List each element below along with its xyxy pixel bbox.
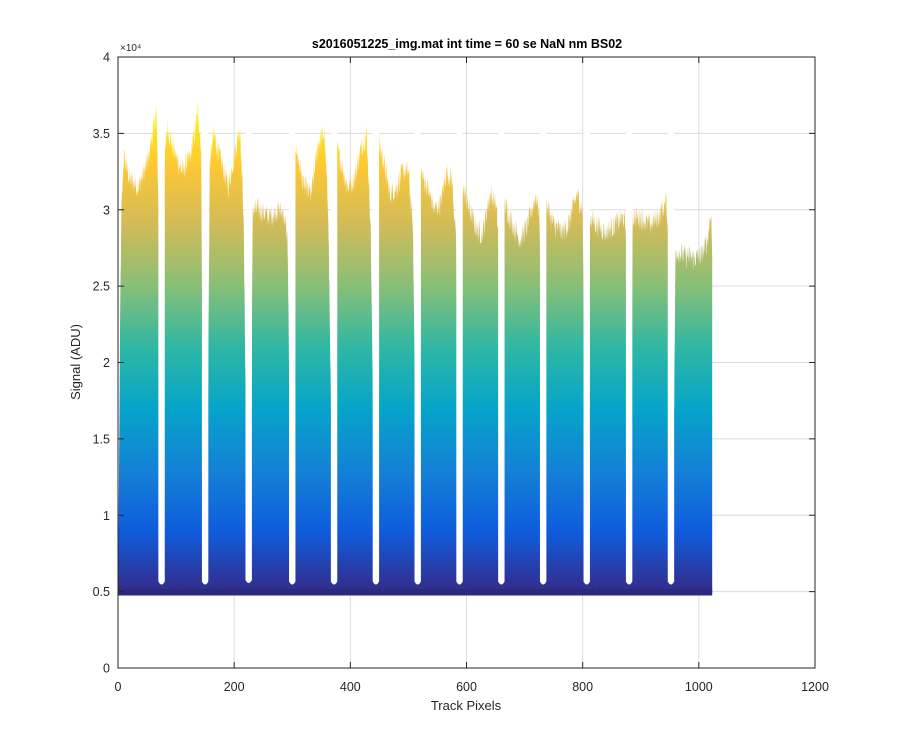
y-tick-label: 2.5 xyxy=(93,280,110,294)
x-tick-label: 400 xyxy=(340,680,361,694)
fiber-gap xyxy=(625,95,633,585)
fiber-gap xyxy=(330,95,338,585)
fiber-gap xyxy=(245,95,252,583)
fiber-gap xyxy=(289,95,296,585)
fiber-gap xyxy=(414,95,421,585)
fiber-gap xyxy=(372,95,380,585)
x-tick-label: 0 xyxy=(115,680,122,694)
fiber-gap xyxy=(158,95,165,585)
x-tick-label: 1000 xyxy=(685,680,713,694)
x-axis-label: Track Pixels xyxy=(431,698,502,713)
y-tick-label: 1 xyxy=(103,509,110,523)
x-tick-label: 200 xyxy=(224,680,245,694)
fiber-gap xyxy=(583,95,590,585)
fiber-gap xyxy=(201,95,209,585)
y-axis-label: Signal (ADU) xyxy=(68,324,83,400)
fiber-gap xyxy=(667,95,675,585)
y-axis-ticks: 0 0.5 1 1.5 2 2.5 3 3.5 4 xyxy=(93,51,815,676)
fiber-gaps xyxy=(158,95,675,585)
y-tick-label: 1.5 xyxy=(93,432,110,446)
signal-area xyxy=(118,103,713,594)
fiber-gap xyxy=(539,95,547,585)
x-tick-label: 1200 xyxy=(801,680,829,694)
x-axis-ticks: 0 200 400 600 800 1000 1200 xyxy=(115,57,829,694)
chart-title: s2016051225_img.mat int time = 60 se NaN… xyxy=(312,37,622,51)
x-tick-label: 600 xyxy=(456,680,477,694)
fiber-gap xyxy=(456,95,463,585)
fiber-gap xyxy=(498,95,505,585)
x-tick-label: 800 xyxy=(572,680,593,694)
y-tick-label: 2 xyxy=(103,356,110,370)
y-exponent-label: ×10⁴ xyxy=(120,43,141,54)
y-tick-label: 0.5 xyxy=(93,585,110,599)
baseline-noise-band xyxy=(118,587,713,596)
y-tick-label: 4 xyxy=(103,51,110,65)
y-tick-label: 3 xyxy=(103,203,110,217)
y-tick-label: 3.5 xyxy=(93,127,110,141)
y-tick-label: 0 xyxy=(103,662,110,676)
